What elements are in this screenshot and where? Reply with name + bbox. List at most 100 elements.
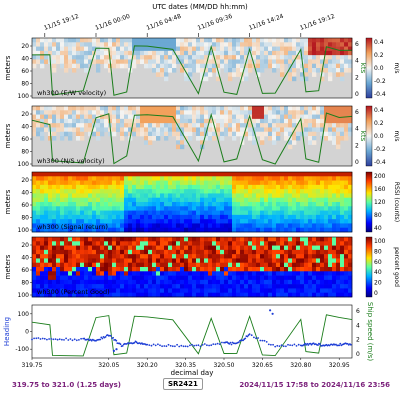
heatmap-cell (100, 106, 105, 111)
heatmap-cell (72, 68, 77, 73)
heatmap-cell (224, 110, 229, 115)
heatmap-cell (144, 279, 149, 285)
heatmap-cell (284, 180, 289, 186)
heatmap-cell (344, 262, 349, 268)
heatmap-cell (120, 197, 125, 203)
heatmap-cell (212, 262, 217, 268)
heatmap-cell (156, 254, 161, 259)
heatmap-cell (128, 292, 133, 298)
heatmap-cell (260, 193, 265, 199)
heatmap-cell (288, 144, 293, 150)
heatmap-cell (180, 202, 185, 207)
heatmap-cell (84, 284, 89, 289)
heatmap-cell (132, 118, 137, 124)
heatmap-cell (52, 136, 57, 141)
heatmap-cell (280, 288, 285, 294)
heatmap-cell (64, 197, 69, 203)
heatmap-cell (272, 197, 277, 203)
heatmap-cell (324, 245, 329, 251)
heatmap-cell (220, 180, 225, 186)
heatmap-cell (120, 118, 125, 124)
heatmap-cell (128, 288, 133, 294)
heatmap-cell (192, 42, 197, 47)
top-tick-label: 11/16 19:12 (299, 13, 336, 32)
heatmap-cell (256, 110, 261, 115)
heatmap-cell (324, 180, 329, 186)
heatmap-cell (260, 172, 265, 177)
heatmap-cell (216, 275, 221, 281)
heatmap-cell (304, 118, 309, 124)
heatmap-cell (168, 267, 173, 272)
heatmap-cell (68, 127, 73, 133)
heatmap-cell (68, 50, 73, 56)
heatmap-cell (296, 110, 301, 115)
heatmap-cell (296, 206, 301, 211)
heatmap-cell (204, 180, 209, 186)
heatmap-cell (116, 50, 121, 56)
heatmap-cell (208, 131, 213, 137)
heatmap-cell (240, 275, 245, 281)
heatmap-cell (88, 206, 93, 211)
heatmap-cell (164, 42, 169, 47)
heatmap-cell (172, 219, 177, 224)
heatmap-cell (96, 219, 101, 224)
heatmap-cell (112, 292, 117, 298)
heatmap-cell (272, 42, 277, 47)
heatmap-cell (284, 284, 289, 289)
heatmap-cell (44, 127, 49, 133)
heatmap-cell (212, 106, 217, 111)
heatmap-cell (348, 59, 353, 65)
heatmap-cell (240, 254, 245, 259)
heatmap-cell (228, 114, 233, 120)
heatmap-cell (156, 110, 161, 115)
heatmap-cell (148, 275, 153, 281)
heatmap-cell (152, 110, 157, 115)
heatmap-cell (92, 38, 97, 43)
heatmap-cell (44, 118, 49, 124)
heading-point (67, 339, 70, 341)
heatmap-cell (348, 241, 353, 246)
heatmap-cell (52, 55, 57, 60)
heatmap-cell (128, 249, 133, 255)
heatmap-cell (264, 241, 269, 246)
heatmap-cell (284, 50, 289, 56)
heatmap-cell (100, 59, 105, 65)
heatmap-cell (280, 214, 285, 220)
heatmap-cell (80, 184, 85, 190)
heatmap-cell (152, 38, 157, 43)
heatmap-cell (240, 284, 245, 289)
heatmap-cell (212, 227, 217, 233)
heatmap-cell (220, 38, 225, 43)
heatmap-cell (112, 271, 117, 276)
heatmap-cell (292, 42, 297, 47)
heading-point (31, 338, 33, 341)
heatmap-cell (304, 184, 309, 190)
heatmap-cell (300, 288, 305, 294)
heatmap-cell (196, 227, 201, 233)
heatmap-cell (196, 184, 201, 190)
colorbar-tick-label: 40 (374, 269, 382, 276)
heatmap-cell (268, 114, 273, 120)
heatmap-cell (288, 106, 293, 111)
heatmap-cell (160, 271, 165, 276)
heatmap-cell (144, 42, 149, 47)
heatmap-cell (300, 46, 305, 52)
heatmap-cell (316, 219, 321, 224)
heatmap-cell (296, 284, 301, 289)
heatmap-cell (56, 223, 61, 229)
heatmap-cell (184, 68, 189, 73)
heatmap-cell (76, 223, 81, 229)
heatmap-cell (144, 271, 149, 276)
heatmap-cell (348, 267, 353, 272)
heatmap-cell (140, 254, 145, 259)
heatmap-cell (260, 42, 265, 47)
heatmap-cell (228, 50, 233, 56)
heatmap-cell (204, 284, 209, 289)
heatmap-cell (168, 284, 173, 289)
heatmap-cell (116, 114, 121, 120)
heatmap-cell (128, 219, 133, 224)
heatmap-cell (132, 172, 137, 177)
heatmap-cell (280, 245, 285, 251)
heatmap-cell (128, 254, 133, 259)
